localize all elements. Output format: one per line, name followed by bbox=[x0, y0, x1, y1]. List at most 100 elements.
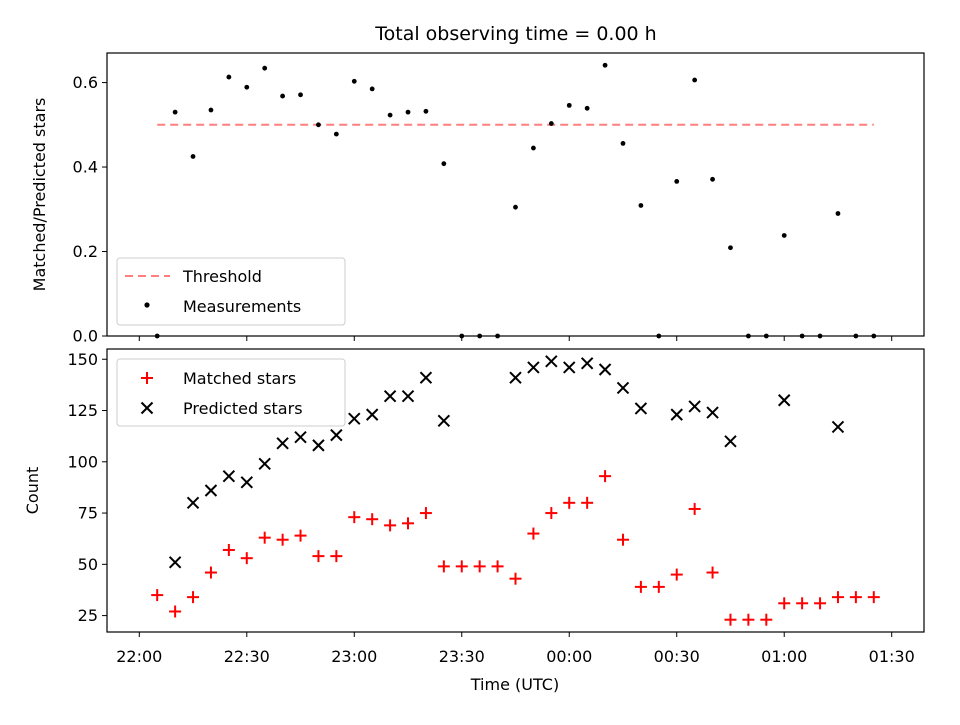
chart-title: Total observing time = 0.00 h bbox=[374, 23, 656, 45]
measurement-point bbox=[513, 204, 518, 210]
predicted-star-point bbox=[294, 430, 307, 444]
top-y-axis-label: Matched/Predicted stars bbox=[30, 98, 49, 292]
measurement-point bbox=[441, 161, 447, 167]
top-x-ticks bbox=[138, 336, 893, 341]
predicted-star-point bbox=[688, 400, 701, 413]
matched-star-point bbox=[204, 566, 217, 579]
predicted-star-point bbox=[509, 371, 522, 384]
measurement-point bbox=[638, 203, 644, 208]
matched-star-point bbox=[670, 568, 683, 581]
measurement-point bbox=[244, 84, 250, 90]
bottom-x-tick-label: 00:00 bbox=[546, 647, 592, 666]
matched-star-point bbox=[742, 613, 755, 626]
predicted-star-point bbox=[330, 428, 343, 442]
measurement-point bbox=[602, 62, 608, 68]
legend-measurements-label: Measurements bbox=[183, 297, 301, 316]
bottom-x-tick-label: 01:00 bbox=[761, 647, 807, 666]
measurement-point bbox=[280, 93, 286, 99]
predicted-star-point bbox=[831, 420, 845, 434]
matched-star-point bbox=[419, 507, 432, 520]
matched-star-point bbox=[294, 529, 307, 542]
predicted-star-point bbox=[258, 457, 271, 471]
matched-star-point bbox=[169, 605, 182, 618]
matched-star-point bbox=[563, 496, 576, 509]
matched-star-point bbox=[187, 591, 200, 604]
matched-star-point bbox=[312, 550, 325, 563]
x-axis-label: Time (UTC) bbox=[470, 675, 559, 694]
measurement-point bbox=[262, 65, 268, 71]
matched-star-point bbox=[796, 597, 809, 610]
predicted-star-point bbox=[186, 496, 200, 510]
top-y-ticks: 0.0 0.2 0.4 0.6 bbox=[73, 73, 107, 346]
legend-threshold-label: Threshold bbox=[182, 267, 262, 286]
matched-star-point bbox=[366, 513, 379, 526]
top-y-tick-label: 0.6 bbox=[73, 73, 98, 92]
measurement-point bbox=[710, 176, 715, 182]
predicted-star-point bbox=[580, 357, 594, 370]
matched-star-point bbox=[402, 517, 415, 530]
bottom-plot-marks bbox=[151, 355, 880, 626]
measurement-point bbox=[333, 131, 339, 137]
bottom-y-tick-label: 50 bbox=[78, 555, 98, 574]
matched-star-point bbox=[437, 560, 450, 573]
bottom-y-tick-label: 100 bbox=[67, 452, 98, 471]
matched-star-point bbox=[616, 533, 629, 546]
legend-matched-label: Matched stars bbox=[183, 369, 296, 388]
matched-star-point bbox=[348, 511, 361, 524]
bottom-y-axis-label: Count bbox=[23, 467, 42, 515]
measurement-point bbox=[620, 140, 626, 146]
matched-star-point bbox=[545, 507, 558, 520]
bottom-axes-frame bbox=[106, 348, 925, 633]
measurement-point bbox=[531, 145, 536, 151]
predicted-star-point bbox=[419, 371, 433, 384]
bottom-x-tick-label: 01:30 bbox=[869, 647, 915, 666]
matched-star-point bbox=[222, 543, 235, 556]
measurement-point bbox=[172, 109, 178, 115]
predicted-star-point bbox=[634, 402, 648, 415]
bottom-x-tick-label: 00:30 bbox=[654, 647, 700, 666]
measurement-point bbox=[728, 245, 733, 251]
predicted-star-point bbox=[240, 476, 253, 489]
predicted-star-point bbox=[527, 361, 540, 374]
matched-star-point bbox=[724, 613, 737, 626]
legend-predicted-label: Predicted stars bbox=[183, 399, 303, 418]
measurement-point bbox=[316, 122, 321, 128]
top-legend: Threshold Measurements bbox=[116, 257, 346, 326]
measurement-point bbox=[584, 105, 590, 111]
bottom-y-tick-label: 75 bbox=[78, 504, 98, 523]
matched-star-point bbox=[151, 589, 164, 602]
bottom-legend-box bbox=[116, 358, 346, 427]
matched-star-point bbox=[240, 552, 253, 565]
predicted-star-point bbox=[276, 437, 289, 450]
matched-star-point bbox=[473, 560, 486, 573]
measurement-point bbox=[566, 102, 572, 108]
legend-predicted-swatch bbox=[140, 401, 154, 415]
bottom-x-ticks: 22:00 22:30 23:00 23:30 00:00 00:30 01:00 01:30 bbox=[116, 632, 915, 666]
predicted-star-point bbox=[616, 381, 630, 395]
bottom-x-tick-label: 23:30 bbox=[439, 647, 485, 666]
predicted-star-point bbox=[168, 556, 182, 569]
top-y-tick-label: 0.2 bbox=[73, 242, 98, 261]
predicted-star-point bbox=[204, 484, 218, 497]
bottom-y-tick-label: 25 bbox=[78, 606, 98, 625]
measurement-point bbox=[226, 74, 232, 80]
bottom-y-tick-label: 150 bbox=[67, 350, 98, 369]
predicted-star-point bbox=[706, 406, 719, 419]
measurement-point bbox=[351, 78, 357, 84]
top-y-tick-label: 0.4 bbox=[73, 158, 98, 177]
matched-star-point bbox=[599, 470, 612, 483]
matched-star-point bbox=[527, 527, 540, 540]
matched-star-point bbox=[867, 591, 880, 604]
predicted-star-point bbox=[670, 408, 683, 421]
matched-star-point bbox=[384, 519, 397, 532]
matched-star-point bbox=[258, 531, 271, 544]
measurement-point bbox=[208, 107, 214, 113]
matched-star-point bbox=[706, 566, 719, 579]
matched-star-point bbox=[814, 597, 827, 610]
measurement-point bbox=[298, 92, 303, 98]
top-y-tick-label: 0.0 bbox=[73, 327, 98, 346]
measurement-point bbox=[781, 233, 787, 238]
predicted-star-point bbox=[222, 469, 236, 483]
bottom-x-tick-label: 22:30 bbox=[224, 647, 270, 666]
legend-measurements-swatch bbox=[144, 302, 150, 308]
